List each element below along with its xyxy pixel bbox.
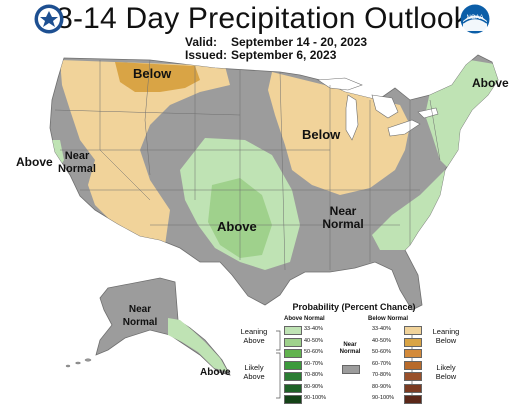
legend-below-swatch [404, 395, 422, 404]
label-below-midwest: Below [302, 127, 341, 142]
legend-likely-above: Likely Above [243, 363, 265, 381]
date-block: Valid: September 14 - 20, 2023 Issued: Sep… [185, 36, 367, 62]
legend-above-level: 60-70% [304, 360, 323, 367]
legend: Probability (Percent Chance) Above Norma… [234, 302, 512, 404]
label-above-southwest: Above [217, 219, 257, 234]
legend-above-swatch [284, 360, 302, 370]
label-above-northeast: Above [472, 76, 509, 90]
label-near-normal-alaska: Near Normal [122, 304, 158, 328]
issued-value: September 6, 2023 [231, 48, 337, 62]
legend-above-swatch [284, 383, 302, 393]
label-above-west: Above [16, 155, 53, 169]
legend-above-swatch [284, 372, 302, 381]
legend-above-level: 80-90% [304, 383, 323, 390]
legend-above-level: 90-100% [304, 395, 327, 401]
legend-leaning-below: Leaning Below [432, 327, 460, 345]
legend-above-level: 40-50% [304, 337, 323, 344]
legend-above-swatch [284, 395, 302, 404]
doc-seal-icon [34, 4, 64, 34]
legend-near-normal-label: Near Normal [339, 342, 361, 355]
valid-row: Valid: September 14 - 20, 2023 [185, 36, 367, 49]
legend-below-swatch [404, 326, 422, 335]
above-region-southeast [372, 170, 460, 250]
legend-above-header: Above Normal [284, 316, 325, 322]
legend-below-level: 70-80% [372, 372, 391, 378]
great-lakes [317, 77, 439, 141]
legend-title: Probability (Percent Chance) [292, 302, 416, 312]
label-near-normal-east: Near Normal [322, 204, 364, 231]
page-title: 8-14 Day Precipitation Outlook [56, 2, 469, 35]
legend-above-swatch [284, 326, 302, 335]
issued-label: Issued: [185, 48, 228, 62]
legend-below-swatch [404, 337, 422, 347]
issued-row: Issued: September 6, 2023 [185, 49, 367, 62]
alaska-above-region [168, 318, 228, 372]
noaa-logo-icon: NOAA [460, 4, 490, 34]
noaa-logo-text: NOAA [466, 15, 483, 21]
legend-below-level: 50-60% [372, 349, 391, 355]
legend-leaning-above: Leaning Above [240, 327, 268, 345]
label-above-alaska: Above [200, 367, 231, 378]
legend-below-swatch [404, 372, 422, 381]
legend-likely-below: Likely Below [435, 363, 457, 381]
legend-below-level: 90-100% [372, 395, 395, 401]
legend-below-swatch [404, 383, 422, 393]
legend-below-swatch [404, 349, 422, 358]
below-region-northwest-40 [115, 62, 200, 92]
label-below-northwest: Below [133, 66, 172, 81]
legend-below-level: 33-40% [372, 326, 391, 332]
aleutian-islands [65, 358, 92, 368]
valid-value: September 14 - 20, 2023 [231, 35, 368, 49]
legend-below-level: 40-50% [372, 337, 391, 344]
label-near-normal-west: Near Normal [58, 150, 96, 175]
legend-below-swatch [404, 360, 422, 370]
legend-near-normal-swatch [342, 365, 360, 374]
legend-below-level: 80-90% [372, 383, 391, 390]
legend-above-swatch [284, 337, 302, 347]
state-borders [54, 59, 441, 271]
legend-below-level: 60-70% [372, 360, 391, 367]
legend-above-level: 70-80% [304, 372, 323, 378]
legend-below-header: Below Normal [368, 316, 409, 322]
valid-label: Valid: [185, 35, 218, 49]
below-region-west [60, 60, 230, 245]
legend-above-level: 33-40% [304, 326, 323, 332]
legend-above-swatch [284, 349, 302, 358]
legend-above-level: 50-60% [304, 349, 323, 355]
